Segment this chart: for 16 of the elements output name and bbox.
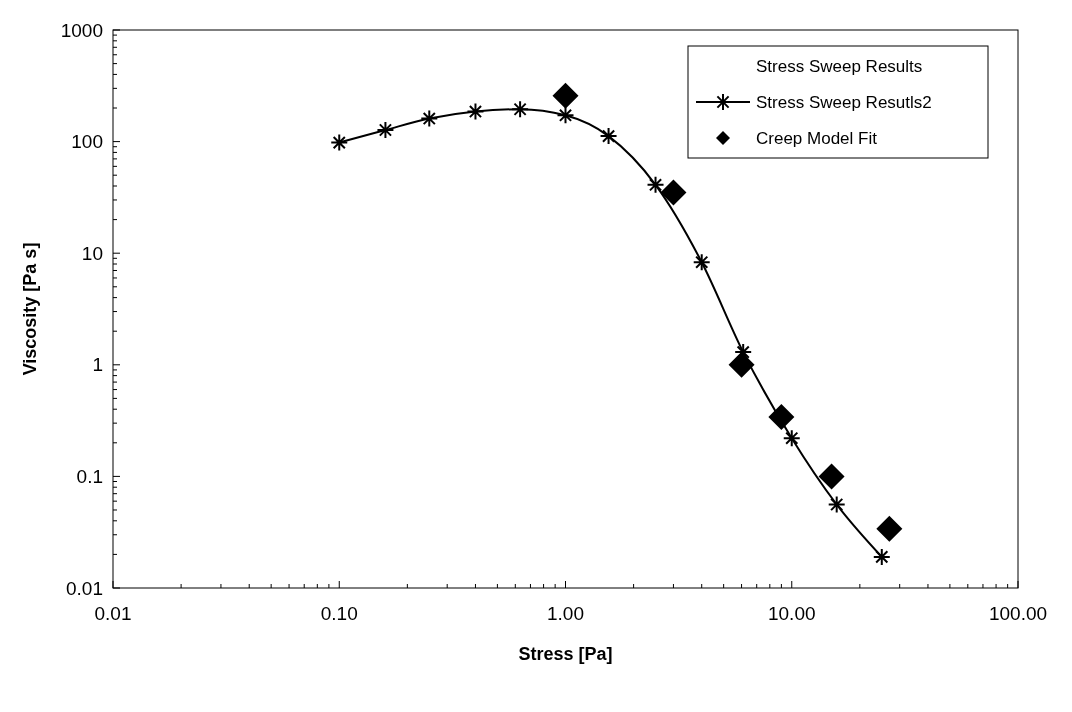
legend-title: Stress Sweep Results (756, 57, 923, 76)
x-tick-label: 1.00 (547, 603, 584, 624)
x-tick-label: 10.00 (767, 603, 816, 624)
y-tick-label: 0.1 (76, 466, 103, 488)
y-tick-label: 100 (71, 131, 103, 153)
y-tick-label: 10 (81, 242, 103, 264)
y-axis-title: Viscosity [Pa s] (20, 242, 40, 376)
x-tick-label: 0.01 (94, 603, 132, 624)
x-tick-label: 100.00 (988, 603, 1048, 624)
y-tick-label: 0.01 (66, 577, 103, 599)
y-tick-label: 1000 (60, 19, 103, 41)
x-tick-label: 0.10 (320, 603, 358, 624)
y-tick-label: 1 (92, 354, 103, 376)
legend-label: Stress Sweep Resutls2 (756, 92, 932, 112)
legend-label: Creep Model Fit (756, 128, 878, 148)
x-axis-title: Stress [Pa] (518, 644, 613, 664)
